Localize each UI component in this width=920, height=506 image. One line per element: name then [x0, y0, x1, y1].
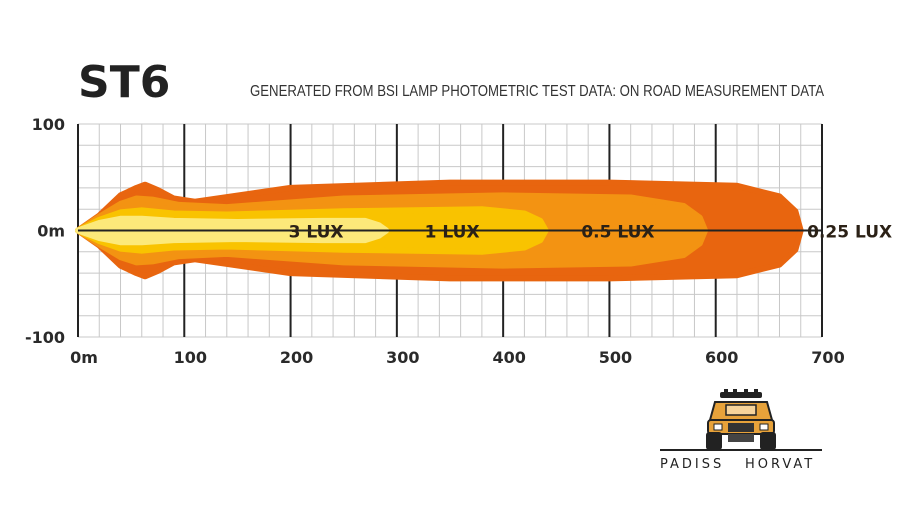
brand-logo: PADISS HORVAT	[660, 389, 822, 472]
y-tick-label: 0m	[37, 222, 65, 241]
y-tick-label: -100	[25, 328, 65, 347]
chart-subtitle: GENERATED FROM BSI LAMP PHOTOMETRIC TEST…	[250, 83, 825, 100]
y-axis-ticks: 100 0m -100	[25, 115, 65, 347]
lux-label: 0.25 LUX	[807, 223, 892, 243]
x-axis-ticks: 0m 100 200 300 400 500 600 700	[70, 348, 845, 367]
offroad-car-icon	[660, 389, 822, 451]
x-tick-label: 700	[811, 348, 844, 367]
lux-label: 0.5 LUX	[581, 223, 654, 243]
lux-label: 1 LUX	[425, 223, 480, 243]
x-tick-label: 600	[705, 348, 738, 367]
y-tick-label: 100	[32, 115, 65, 134]
x-tick-label: 500	[599, 348, 632, 367]
x-tick-label: 200	[280, 348, 313, 367]
chart-title: ST6	[78, 57, 170, 108]
lux-label: 3 LUX	[289, 223, 344, 243]
x-tick-label: 0m	[70, 348, 98, 367]
lux-labels: 3 LUX 1 LUX 0.5 LUX 0.25 LUX	[289, 223, 892, 243]
x-tick-label: 400	[492, 348, 525, 367]
x-tick-label: 300	[386, 348, 419, 367]
brand-name-part2: HORVAT	[745, 457, 815, 472]
brand-name-part1: PADISS	[660, 457, 724, 472]
x-tick-label: 100	[174, 348, 207, 367]
